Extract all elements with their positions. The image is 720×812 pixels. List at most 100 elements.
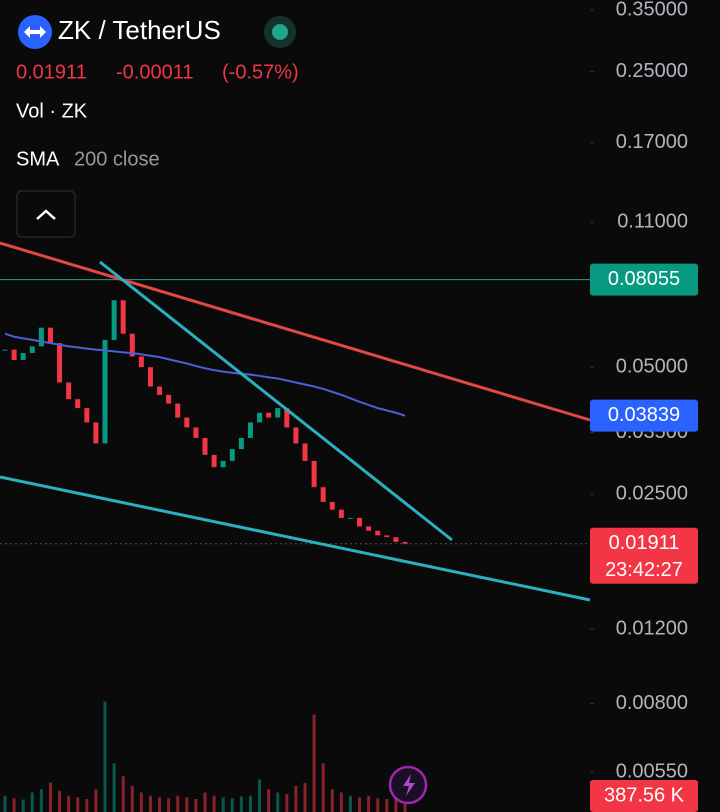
symbol-icon-arrows bbox=[24, 26, 46, 38]
lightning-icon bbox=[403, 774, 415, 796]
volume-bar bbox=[394, 797, 398, 812]
candle bbox=[57, 343, 63, 383]
status-dot bbox=[272, 24, 288, 40]
price: 0.01911 bbox=[16, 61, 87, 83]
volume-bar bbox=[176, 795, 180, 812]
volume-bar bbox=[348, 795, 352, 812]
volume-bar bbox=[330, 789, 334, 812]
candle bbox=[84, 408, 90, 423]
volume-bar bbox=[367, 795, 371, 812]
candle bbox=[275, 408, 281, 418]
volume-bar bbox=[12, 798, 16, 812]
y-tick-label: 0.00550 bbox=[616, 761, 688, 783]
volume-bar bbox=[76, 797, 80, 812]
countdown: 23:42:27 bbox=[605, 559, 683, 581]
volume-bar bbox=[358, 797, 362, 812]
candle bbox=[111, 300, 117, 340]
price-badges: 0.08055 0.03839 0.01911 23:42:27 387.56 K bbox=[590, 263, 698, 812]
candle bbox=[384, 535, 390, 538]
sma-line bbox=[4, 332, 406, 417]
candle bbox=[157, 386, 163, 395]
symbol: ZK / TetherUS bbox=[58, 15, 221, 45]
volume-bar bbox=[212, 795, 216, 812]
volume-badge bbox=[590, 780, 698, 812]
candle bbox=[293, 427, 299, 444]
candle bbox=[357, 517, 363, 527]
sma-name: SMA bbox=[16, 148, 60, 170]
change: -0.00011 bbox=[116, 61, 193, 83]
volume-badge-label: 387.56 K bbox=[604, 784, 685, 806]
volume-bar bbox=[121, 776, 125, 812]
volume-bar bbox=[158, 797, 162, 812]
candle bbox=[11, 349, 17, 360]
candle bbox=[211, 454, 217, 468]
candle bbox=[229, 449, 235, 461]
high-badge bbox=[590, 263, 698, 296]
y-tick-label: 0.11000 bbox=[617, 211, 688, 233]
volume-bar bbox=[3, 795, 7, 812]
volume-bar bbox=[194, 799, 198, 812]
volume-bar bbox=[167, 798, 171, 812]
volume-bar bbox=[103, 701, 107, 812]
volume-bar bbox=[203, 792, 207, 812]
candle bbox=[175, 403, 181, 418]
candle bbox=[147, 367, 153, 387]
volume-bar bbox=[339, 792, 343, 812]
candle bbox=[29, 346, 35, 354]
high-badge-label: 0.08055 bbox=[608, 268, 680, 290]
candle bbox=[266, 412, 272, 418]
candle bbox=[402, 541, 408, 544]
candle bbox=[347, 517, 353, 519]
candle bbox=[38, 327, 44, 347]
y-tick-label: 0.01200 bbox=[616, 617, 688, 639]
volume-bar bbox=[403, 799, 407, 812]
y-tick-label: 0.35000 bbox=[616, 0, 688, 20]
candle bbox=[202, 437, 208, 455]
volume-bar bbox=[276, 792, 280, 812]
volume-bar bbox=[294, 786, 298, 812]
change-percent: (-0.57%) bbox=[222, 61, 299, 83]
volume-bar bbox=[376, 798, 380, 812]
price-axis: 0.350000.250000.170000.110000.050000.035… bbox=[590, 0, 688, 783]
chevron-icon bbox=[36, 209, 56, 220]
y-tick-label: 0.05000 bbox=[616, 355, 688, 377]
volume-label: Vol · ZK bbox=[16, 100, 88, 122]
volume-bar bbox=[221, 797, 225, 812]
volume-bar bbox=[267, 789, 271, 812]
sma-params: 200 close bbox=[74, 148, 160, 170]
volume-bar bbox=[385, 799, 389, 812]
candle bbox=[320, 487, 326, 502]
candle bbox=[247, 422, 253, 438]
candle bbox=[184, 417, 190, 428]
candle bbox=[47, 327, 53, 344]
volume-bar bbox=[112, 763, 116, 812]
last-price-badge bbox=[590, 527, 698, 584]
candle bbox=[20, 353, 26, 360]
volume-bar bbox=[67, 795, 71, 812]
trend-line bbox=[99, 260, 453, 542]
volume-bar bbox=[321, 763, 325, 812]
y-tick-label: 0.00800 bbox=[616, 692, 688, 714]
candle bbox=[257, 412, 263, 423]
candle bbox=[375, 530, 381, 536]
last-price-badge-label: 0.01911 bbox=[609, 532, 680, 554]
sma-badge-label: 0.03839 bbox=[608, 404, 680, 426]
candle bbox=[93, 422, 99, 444]
collapse-button[interactable] bbox=[16, 190, 76, 238]
candle bbox=[366, 526, 372, 531]
candle bbox=[66, 382, 72, 400]
candle bbox=[102, 339, 108, 444]
volume-bar bbox=[58, 790, 62, 812]
candle bbox=[338, 509, 344, 518]
candle bbox=[311, 460, 317, 488]
volume-bar bbox=[139, 792, 143, 812]
volume-bar bbox=[94, 789, 98, 812]
volume-bar bbox=[312, 714, 316, 812]
trend-line bbox=[0, 475, 591, 602]
candle bbox=[129, 333, 135, 357]
candle bbox=[166, 394, 172, 404]
candle bbox=[220, 460, 226, 468]
volume-bar bbox=[185, 797, 189, 812]
volume-bar bbox=[258, 779, 262, 812]
